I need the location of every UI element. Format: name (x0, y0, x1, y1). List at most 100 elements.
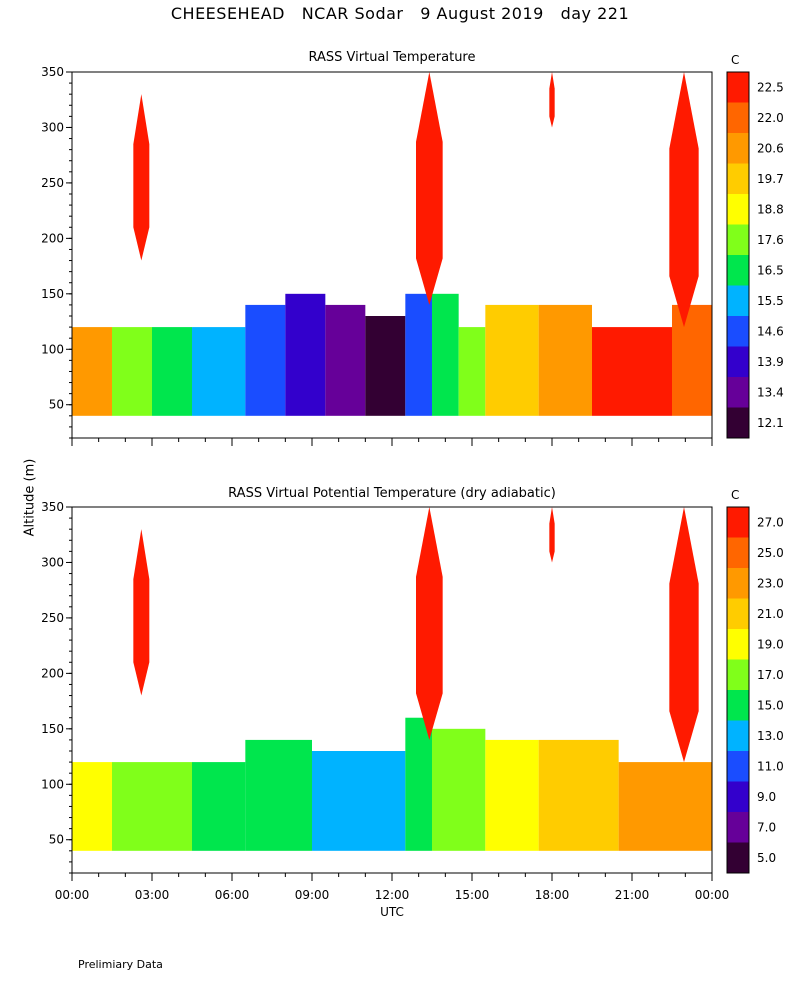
colorbar-unit: C (731, 488, 739, 502)
colorbar-label: 27.0 (757, 515, 784, 529)
y-tick-label: 250 (41, 176, 64, 190)
data-band (112, 327, 152, 416)
y-tick-label: 300 (41, 120, 64, 134)
colorbar-label: 5.0 (757, 851, 776, 865)
colorbar-label: 17.6 (757, 233, 784, 247)
x-tick-label: 06:00 (215, 888, 250, 902)
data-band (592, 327, 672, 416)
data-band (192, 327, 246, 416)
data-band (245, 739, 312, 851)
colorbar-swatch (727, 102, 749, 133)
colorbar-swatch (727, 537, 749, 568)
panel-2-title: RASS Virtual Potential Temperature (dry … (228, 486, 556, 501)
data-plume (416, 72, 443, 305)
colorbar-swatch (727, 194, 749, 225)
y-tick-label: 50 (49, 398, 64, 412)
colorbar-label: 25.0 (757, 546, 784, 560)
y-tick-label: 200 (41, 231, 64, 245)
colorbar-label: 11.0 (757, 759, 784, 773)
colorbar-frame (726, 506, 750, 874)
colorbar-label: 13.9 (757, 355, 784, 369)
footnote: Prelimiary Data (78, 958, 163, 971)
colorbar-swatch (727, 751, 749, 782)
colorbar-swatch (727, 598, 749, 629)
colorbar-label: 17.0 (757, 668, 784, 682)
data-band (618, 762, 712, 851)
x-tick-label: 12:00 (375, 888, 410, 902)
x-tick-label: 15:00 (455, 888, 490, 902)
x-tick-label: 03:00 (135, 888, 170, 902)
data-band (405, 717, 432, 851)
x-tick-label: 18:00 (535, 888, 570, 902)
colorbar-label: 7.0 (757, 820, 776, 834)
colorbar-swatch (727, 568, 749, 599)
y-tick-label: 150 (41, 722, 64, 736)
x-tick-label: 00:00 (55, 888, 90, 902)
y-tick-label: 350 (41, 500, 64, 514)
colorbar-swatch (727, 507, 749, 538)
colorbar-label: 9.0 (757, 790, 776, 804)
colorbar-swatch (727, 316, 749, 347)
data-band (325, 304, 366, 416)
colorbar-label: 21.0 (757, 607, 784, 621)
colorbar-swatch (727, 407, 749, 438)
data-band (432, 293, 459, 416)
colorbar-label: 12.1 (757, 416, 784, 430)
colorbar-label: 22.0 (757, 111, 784, 125)
colorbar-swatch (727, 346, 749, 377)
data-band (72, 327, 112, 416)
x-tick-label: 00:00 (695, 888, 730, 902)
y-tick-label: 100 (41, 777, 64, 791)
colorbar-label: 13.0 (757, 729, 784, 743)
colorbar-label: 20.6 (757, 141, 784, 155)
data-band (152, 327, 192, 416)
data-band (192, 762, 246, 851)
main-title: CHEESEHEAD NCAR Sodar 9 August 2019 day … (170, 4, 630, 23)
colorbar-swatch (727, 255, 749, 286)
colorbar-swatch (727, 629, 749, 660)
panel-1-title: RASS Virtual Temperature (308, 50, 476, 65)
y-tick-label: 150 (41, 287, 64, 301)
colorbar-label: 13.4 (757, 385, 784, 399)
data-band (245, 304, 286, 416)
colorbar-label: 19.0 (757, 637, 784, 651)
data-plume (669, 72, 699, 328)
colorbar-swatch (727, 377, 749, 408)
colorbar-swatch (727, 224, 749, 255)
colorbar-swatch (727, 133, 749, 164)
colorbar-unit: C (731, 53, 739, 67)
colorbar-swatch (727, 163, 749, 194)
colorbar-label: 16.5 (757, 263, 784, 277)
colorbar-swatch (727, 781, 749, 812)
y-tick-label: 350 (41, 65, 64, 79)
x-axis-label: UTC (380, 905, 404, 919)
data-plume (549, 507, 555, 563)
data-band (485, 304, 539, 416)
y-tick-label: 300 (41, 555, 64, 569)
colorbar-swatch (727, 812, 749, 843)
data-plume (133, 529, 150, 696)
data-band (112, 762, 192, 851)
data-band (365, 316, 406, 416)
data-band (672, 304, 712, 416)
colorbar-swatch (727, 842, 749, 873)
colorbar-swatch (727, 285, 749, 316)
data-band (285, 293, 326, 416)
colorbar-swatch (727, 690, 749, 721)
data-band (432, 728, 486, 851)
data-band (312, 751, 406, 851)
colorbar-swatch (727, 659, 749, 690)
data-band (485, 739, 539, 851)
y-tick-label: 250 (41, 611, 64, 625)
colorbar-label: 19.7 (757, 172, 784, 186)
y-tick-label: 200 (41, 666, 64, 680)
colorbar-label: 18.8 (757, 202, 784, 216)
data-band (72, 762, 112, 851)
colorbar-label: 22.5 (757, 80, 784, 94)
colorbar-swatch (727, 720, 749, 751)
colorbar-frame (726, 71, 750, 439)
data-plume (669, 507, 699, 763)
y-tick-label: 100 (41, 342, 64, 356)
colorbar-label: 23.0 (757, 576, 784, 590)
